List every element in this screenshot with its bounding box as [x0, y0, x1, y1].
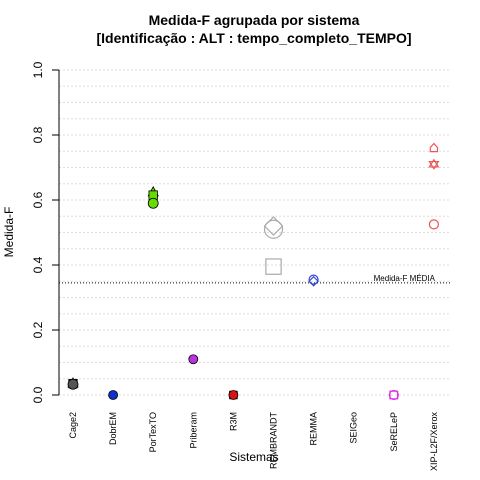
chart-subtitle: [Identificação : ALT : tempo_completo_TE…	[96, 30, 411, 46]
data-point-house	[429, 142, 439, 153]
data-point-circle	[263, 219, 284, 239]
y-tick-label: 0.4	[31, 256, 45, 273]
data-point-circle	[428, 219, 439, 230]
data-point-circle	[67, 378, 79, 390]
y-ticks: 0.0 0.2 0.4 0.6 0.8 1.0	[31, 61, 59, 403]
reference-line-label: Medida-F MÉDIA	[374, 274, 436, 283]
x-tick-label: R3M	[228, 412, 238, 431]
x-tick-label: Priberam	[188, 412, 198, 449]
y-axis-label: Medida-F	[2, 207, 16, 258]
data-point-star	[428, 158, 440, 170]
data-point-circle	[228, 390, 239, 400]
x-tick-label: SeRELeP	[389, 412, 399, 452]
x-tick-label: REMBRANDT	[269, 412, 279, 470]
y-tick-label: 0.0	[31, 386, 45, 403]
data-point-circle	[188, 354, 199, 365]
x-axis-label: Sistemas	[229, 450, 278, 464]
x-tick-label: DobrEM	[108, 412, 118, 445]
x-tick-label: XIP-L2F/Xerox	[429, 412, 439, 472]
x-tick-label: Cage2	[68, 412, 78, 439]
data-point-square	[389, 390, 399, 400]
y-tick-label: 0.6	[31, 191, 45, 208]
y-tick-label: 1.0	[31, 61, 45, 78]
y-tick-label: 0.8	[31, 126, 45, 143]
chart-title: Medida-F agrupada por sistema	[149, 12, 360, 28]
x-tick-label: SEIGeo	[349, 412, 359, 444]
data-point-circle	[147, 197, 159, 209]
x-tick-label: REMMA	[309, 412, 319, 446]
x-ticks: Cage2 DobrEM PorTexTO Priberam R3M REMBRANDT R…	[68, 412, 439, 472]
y-tick-label: 0.2	[31, 321, 45, 338]
x-tick-label: PorTexTO	[148, 412, 158, 452]
data-point-circle	[308, 274, 319, 285]
grid	[59, 69, 450, 396]
data-point-square	[265, 258, 282, 275]
data-point-circle	[108, 390, 118, 400]
data-points	[67, 142, 440, 401]
data-point-diamond	[308, 275, 319, 287]
data-point-circle	[388, 389, 399, 401]
